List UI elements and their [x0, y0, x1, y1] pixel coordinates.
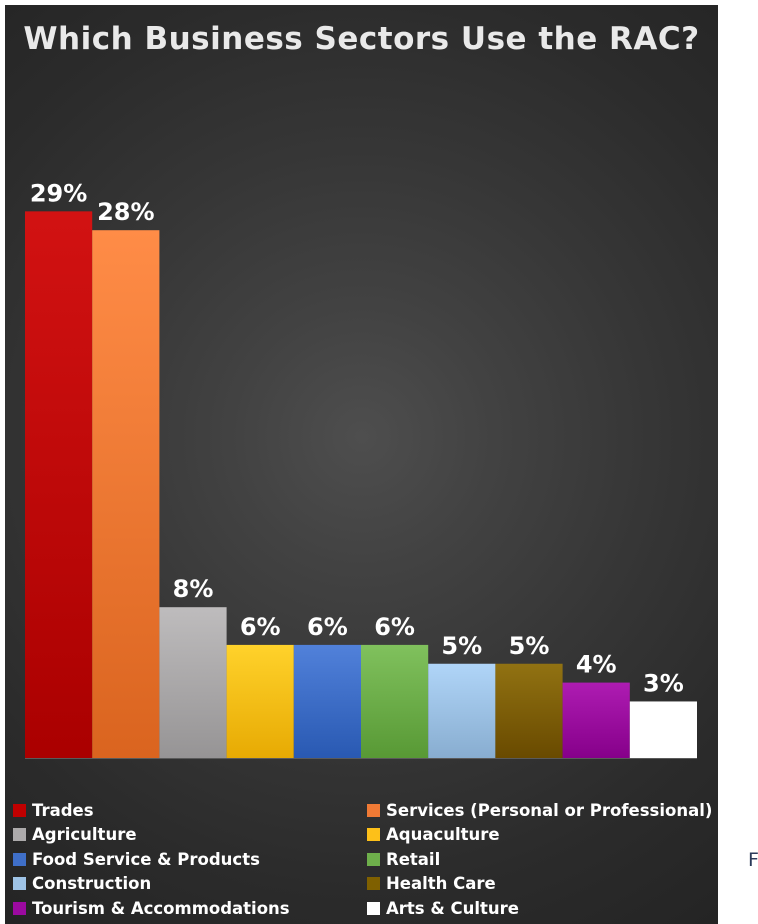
legend-item: Retail: [367, 847, 440, 871]
bar-aquaculture: [226, 644, 294, 758]
legend-item: Agriculture: [13, 823, 137, 847]
bar-food-service-products: [293, 644, 361, 758]
bar-trades: [25, 211, 93, 759]
data-label: 6%: [307, 613, 348, 641]
legend-label: Trades: [32, 800, 94, 820]
bar-health-care: [495, 663, 563, 758]
bar-agriculture: [159, 607, 227, 758]
legend-label: Services (Personal or Professional): [386, 800, 713, 820]
legend-label: Retail: [386, 849, 441, 869]
legend-item: Food Service & Products: [13, 847, 260, 871]
data-label: 8%: [173, 575, 214, 603]
legend-swatch: [13, 828, 26, 841]
legend-label: Arts & Culture: [386, 898, 519, 918]
legend-label: Food Service & Products: [32, 849, 260, 869]
legend-label: Aquaculture: [386, 825, 500, 844]
data-label: 6%: [240, 613, 281, 641]
legend-swatch: [367, 803, 380, 817]
legend-swatch: [367, 852, 380, 866]
chart-title: Which Business Sectors Use the RAC?: [23, 21, 700, 57]
legend-swatch: [13, 901, 26, 915]
legend-item: Aquaculture: [367, 823, 500, 847]
legend-swatch: [367, 901, 380, 915]
legend-label: Health Care: [386, 874, 496, 893]
legend-swatch: [13, 852, 26, 866]
data-label: 29%: [30, 179, 87, 207]
bar-services-personal-or-professional: [92, 230, 160, 758]
data-label: 5%: [509, 632, 550, 660]
legend-swatch: [367, 828, 380, 841]
data-label: 4%: [576, 651, 617, 679]
legend-item: Services (Personal or Professional): [367, 798, 712, 822]
legend-item: Construction: [13, 872, 151, 896]
data-label: 5%: [441, 632, 482, 660]
data-label: 28%: [97, 198, 154, 226]
legend-item: Health Care: [367, 872, 496, 896]
data-label: 3%: [643, 669, 684, 697]
legend-swatch: [13, 877, 26, 890]
legend-label: Agriculture: [32, 825, 137, 844]
bar-chart: 29% 28% 8% 6% 6% 6% 5% 5% 4% 3%: [25, 179, 697, 759]
legend-swatch: [13, 803, 26, 817]
data-label: 6%: [374, 613, 415, 641]
legend-label: Construction: [32, 874, 152, 893]
legend-item: Trades: [13, 798, 94, 822]
legend-item: Tourism & Accommodations: [13, 896, 290, 920]
side-text: F: [748, 849, 758, 871]
bar-construction: [428, 663, 496, 758]
chart-panel: Which Business Sectors Use the RAC? 29% 2…: [5, 5, 718, 924]
legend-item: Arts & Culture: [367, 896, 519, 920]
legend-label: Tourism & Accommodations: [32, 898, 290, 918]
bar-retail: [361, 644, 429, 758]
legend-swatch: [367, 877, 380, 890]
bar-tourism-accommodations: [562, 682, 630, 758]
bar-arts-culture: [629, 701, 697, 758]
